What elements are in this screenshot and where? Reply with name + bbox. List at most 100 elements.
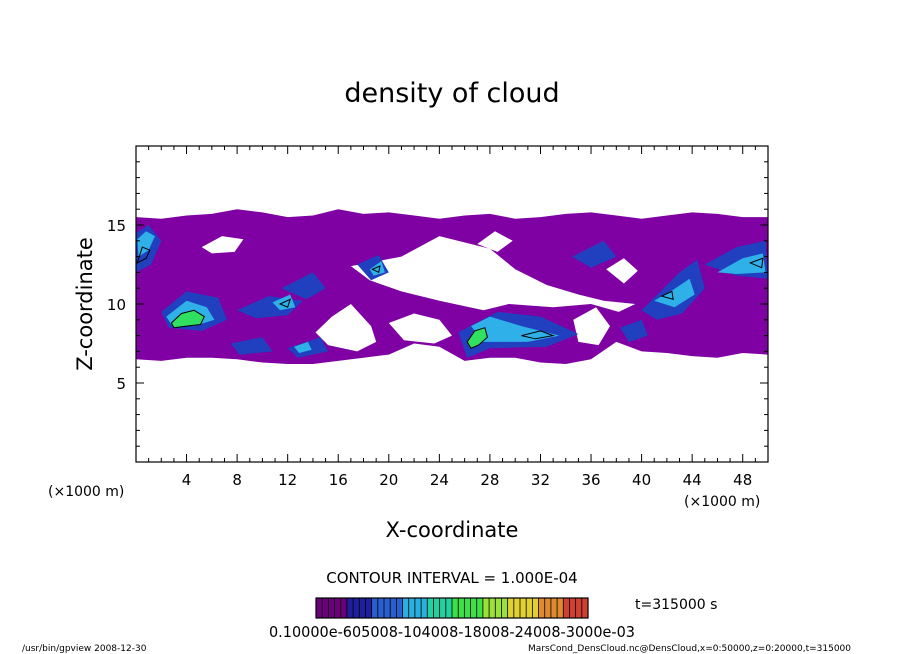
x-tick-label: 44 bbox=[683, 471, 702, 489]
colorbar-cell bbox=[384, 598, 391, 618]
contour-line bbox=[521, 330, 555, 340]
y-tick-label: 15 bbox=[107, 217, 126, 235]
x-tick-label: 16 bbox=[329, 471, 348, 489]
cloud-region-mid bbox=[620, 319, 648, 342]
plot-area bbox=[135, 145, 769, 463]
cloud-core bbox=[466, 327, 488, 349]
time-label: t=315000 s bbox=[635, 597, 717, 613]
colorbar-cell bbox=[377, 598, 385, 618]
cloud-gap bbox=[315, 304, 377, 352]
colorbar-cell bbox=[550, 598, 558, 618]
colorbar-cell bbox=[458, 598, 465, 618]
x-tick-label: 32 bbox=[531, 471, 550, 489]
colorbar-cell bbox=[501, 598, 509, 618]
colorbar-cell bbox=[402, 598, 410, 618]
x-tick-label: 28 bbox=[480, 471, 499, 489]
colorbar-cell bbox=[563, 598, 570, 618]
colorbar-cell bbox=[396, 598, 403, 618]
y-tick-label: 5 bbox=[116, 375, 126, 393]
x-tick-label: 12 bbox=[278, 471, 297, 489]
x-tick-labels: 4 8 12 16 20 24 28 32 36 40 44 48 bbox=[182, 471, 752, 489]
colorbar-cell bbox=[334, 598, 342, 618]
colorbar-tick-labels: 0.10000e-605008-104008-18008-24008-3000e… bbox=[269, 623, 635, 641]
x-tick-label: 36 bbox=[581, 471, 600, 489]
contour-line bbox=[748, 257, 764, 269]
contour-interval: CONTOUR INTERVAL = 1.000E-04 bbox=[326, 569, 577, 587]
colorbar-cell bbox=[365, 598, 373, 618]
colorbar-cell bbox=[414, 598, 422, 618]
colorbar-cell bbox=[575, 598, 583, 618]
y-unit-label: (×1000 m) bbox=[48, 484, 124, 500]
x-tick-label: 48 bbox=[733, 471, 752, 489]
x-tick-label: 8 bbox=[232, 471, 242, 489]
cloud-gap bbox=[573, 307, 610, 346]
contour-line bbox=[278, 298, 292, 308]
colorbar-cell bbox=[544, 598, 552, 618]
contour-line bbox=[371, 265, 381, 274]
colorbar-cell bbox=[489, 598, 496, 618]
colorbar-cell bbox=[346, 598, 354, 618]
colorbar-cell bbox=[353, 598, 360, 618]
cloud-core bbox=[170, 309, 205, 329]
colorbar bbox=[315, 597, 589, 619]
cloud-gap bbox=[477, 231, 513, 252]
cloud-region-bright bbox=[369, 261, 385, 276]
colorbar-cell bbox=[532, 598, 539, 618]
x-axis-label: X-coordinate bbox=[386, 518, 519, 542]
colorbar-cell bbox=[433, 598, 441, 618]
cloud-region-bright bbox=[294, 341, 312, 353]
colorbar-cell bbox=[513, 598, 521, 618]
colorbar-cell bbox=[581, 598, 589, 618]
cloud-region-mid bbox=[281, 272, 326, 300]
colorbar-cell bbox=[557, 598, 564, 618]
x-tick-label: 24 bbox=[430, 471, 449, 489]
colorbar-cell bbox=[421, 598, 428, 618]
colorbar-cell bbox=[495, 598, 502, 618]
colorbar-cell bbox=[316, 598, 323, 618]
colorbar-cell bbox=[470, 598, 478, 618]
cloud-region-bright bbox=[717, 253, 766, 274]
colorbar-cell bbox=[371, 598, 379, 618]
colorbar-cell bbox=[476, 598, 484, 618]
cloud-gap bbox=[606, 258, 638, 284]
cloud-gap bbox=[201, 236, 244, 254]
colorbar-cell bbox=[569, 598, 577, 618]
colorbar-cell bbox=[464, 598, 471, 618]
cloud-gap bbox=[350, 236, 636, 312]
y-axis-label: Z-coordinate bbox=[73, 237, 97, 371]
chart-title: density of cloud bbox=[344, 78, 559, 109]
cloud-field bbox=[136, 209, 768, 364]
cloud-region-bright bbox=[654, 278, 695, 308]
colorbar-cell bbox=[328, 598, 335, 618]
x-tick-label: 4 bbox=[182, 471, 192, 489]
cloud-region-mid bbox=[572, 240, 617, 268]
axis-ticks bbox=[136, 146, 768, 462]
colorbar-cell bbox=[507, 598, 515, 618]
colorbar-cell bbox=[390, 598, 397, 618]
x-tick-label: 40 bbox=[632, 471, 651, 489]
footer-left: /usr/bin/gpview 2008-12-30 bbox=[22, 644, 147, 654]
contour-line bbox=[136, 246, 151, 264]
colorbar-cell bbox=[452, 598, 459, 618]
cloud-region-mid bbox=[230, 337, 273, 355]
colorbar-cell bbox=[445, 598, 453, 618]
colorbar-cell bbox=[439, 598, 447, 618]
colorbar-cell bbox=[482, 598, 490, 618]
colorbar-frame bbox=[315, 597, 589, 619]
x-tick-label: 20 bbox=[379, 471, 398, 489]
cloud-region-bright bbox=[471, 316, 560, 342]
colorbar-cell bbox=[526, 598, 533, 618]
contour-line bbox=[660, 290, 674, 300]
y-tick-labels: 5 10 15 bbox=[107, 217, 126, 393]
plot-frame bbox=[135, 145, 769, 463]
cloud-region-mid bbox=[641, 259, 705, 320]
colorbar-cell bbox=[408, 598, 416, 618]
cloud-gap bbox=[388, 313, 452, 344]
colorbar-cell bbox=[322, 598, 329, 618]
y-tick-label: 10 bbox=[107, 296, 126, 314]
colorbar-cell bbox=[538, 598, 546, 618]
colorbar-cell bbox=[340, 598, 348, 618]
colorbar-cell bbox=[520, 598, 527, 618]
x-unit-label: (×1000 m) bbox=[684, 494, 760, 510]
